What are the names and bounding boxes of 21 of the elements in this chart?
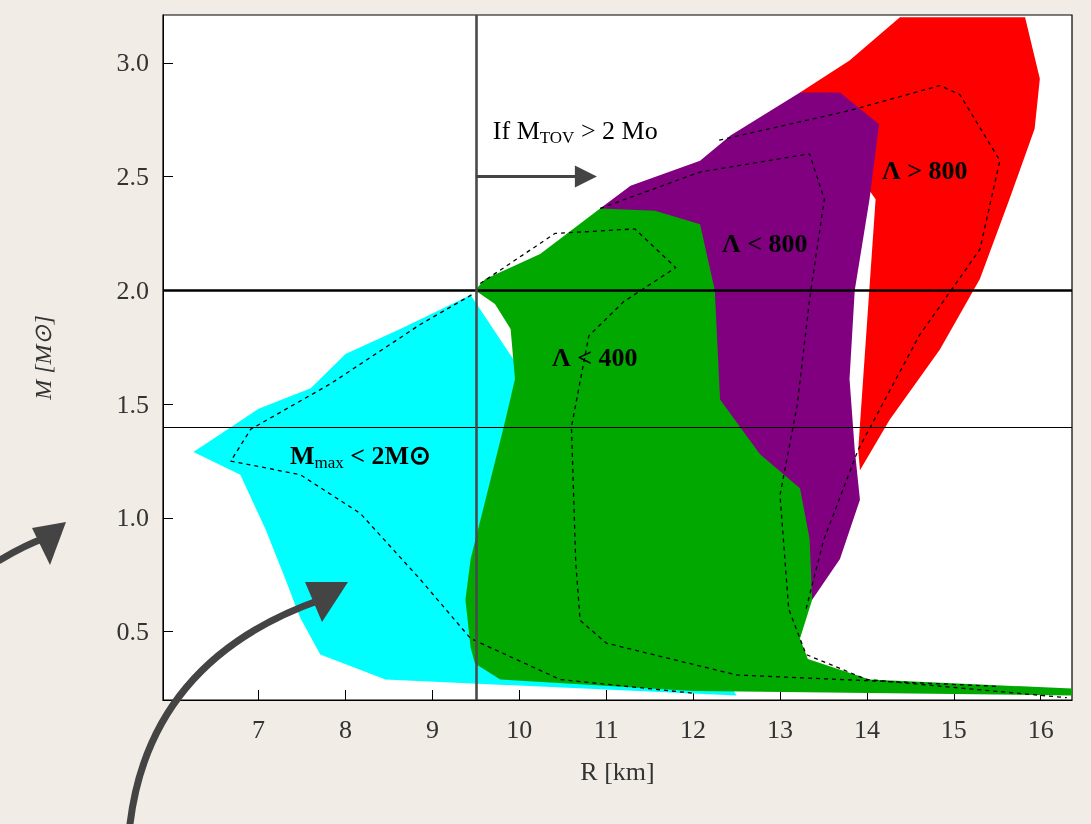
x-tick-label: 14: [853, 714, 880, 744]
y-axis-title: M [M⊙]: [30, 315, 56, 401]
y-tick-label: 2.5: [116, 162, 149, 192]
x-tick-label: 12: [680, 714, 707, 744]
annotation: Λ < 400: [552, 342, 638, 372]
y-tick-label: 2.0: [116, 275, 149, 305]
annotation: Λ > 800: [882, 155, 968, 185]
x-tick-label: 15: [940, 714, 967, 744]
x-tick-label: 11: [593, 714, 619, 744]
y-tick-label: 1.0: [116, 503, 149, 533]
y-tick-label: 1.5: [116, 389, 149, 419]
x-tick-label: 8: [339, 714, 352, 744]
x-tick-label: 7: [252, 714, 266, 744]
x-axis-title: R [km]: [580, 756, 655, 786]
annotation: Λ < 800: [722, 228, 808, 258]
y-tick-label: 0.5: [116, 617, 149, 647]
y-tick-label: 3.0: [116, 48, 149, 78]
x-tick-label: 9: [425, 714, 439, 744]
x-tick-label: 13: [767, 714, 794, 744]
x-tick-label: 10: [506, 714, 533, 744]
x-tick-label: 16: [1027, 714, 1054, 744]
